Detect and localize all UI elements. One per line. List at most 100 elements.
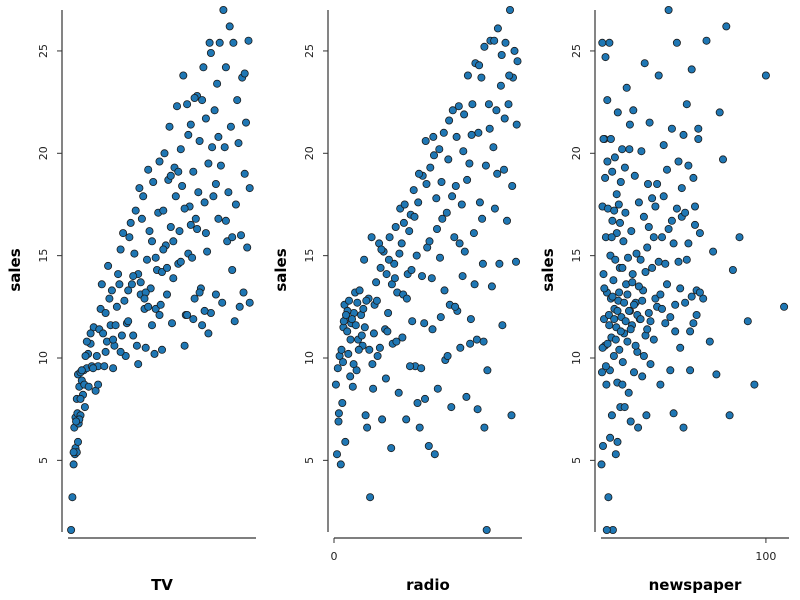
scatter-point <box>639 351 648 360</box>
scatter-point <box>689 173 698 182</box>
scatter-point <box>189 167 198 176</box>
scatter-point <box>69 448 78 457</box>
scatter-point <box>435 145 444 154</box>
scatter-point <box>384 255 393 264</box>
y-tick-label: 25 <box>570 44 583 58</box>
scatter-point <box>366 493 375 502</box>
scatter-point <box>425 237 434 246</box>
scatter-point <box>659 141 668 150</box>
scatter-point <box>347 315 356 324</box>
scatter-point <box>132 341 141 350</box>
scatter-point <box>99 329 108 338</box>
scatter-point <box>387 444 396 453</box>
scatter-point <box>167 319 176 328</box>
scatter-point <box>422 179 431 188</box>
scatter-point <box>160 149 169 158</box>
scatter-point <box>473 405 482 414</box>
newspaper-scatter-panel: 5 10 15 20 25 100 sales newspaper <box>539 6 789 594</box>
scatter-point <box>512 120 521 129</box>
scatter-point <box>344 296 353 305</box>
scatter-point <box>505 71 514 80</box>
scatter-point <box>357 331 366 340</box>
scatter-point <box>107 286 116 295</box>
y-tick-label: 25 <box>37 44 50 58</box>
scatter-point <box>626 325 635 334</box>
scatter-point <box>466 339 475 348</box>
scatter-point <box>457 200 466 209</box>
scatter-point <box>466 315 475 324</box>
scatter-point <box>632 249 641 258</box>
scatter-point <box>408 317 417 326</box>
scatter-point <box>211 179 220 188</box>
y-axis-title: sales <box>539 248 557 291</box>
scatter-point <box>500 114 509 123</box>
scatter-point <box>407 265 416 274</box>
scatter-point <box>475 61 484 70</box>
scatter-point <box>620 163 629 172</box>
scatter-point <box>351 321 360 330</box>
scatter-point <box>608 292 617 301</box>
scatter-point <box>610 206 619 215</box>
scatter-point <box>155 157 164 166</box>
scatter-point <box>641 267 650 276</box>
scatter-point <box>458 272 467 281</box>
scatter-point <box>674 157 683 166</box>
scatter-point <box>424 441 433 450</box>
scatter-point <box>644 179 653 188</box>
y-tick-label: 5 <box>570 457 583 464</box>
scatter-point <box>230 317 239 326</box>
scatter-point <box>348 382 357 391</box>
scatter-point <box>402 415 411 424</box>
scatter-point <box>142 255 151 264</box>
scatter-point <box>235 302 244 311</box>
scatter-point <box>426 163 435 172</box>
scatter-point <box>218 298 227 307</box>
scatter-point <box>604 493 613 502</box>
scatter-point <box>451 302 460 311</box>
scatter-point <box>144 302 153 311</box>
scatter-point <box>215 38 224 47</box>
scatter-point <box>681 208 690 217</box>
scatter-point <box>504 100 513 109</box>
scatter-point <box>125 233 134 242</box>
scatter-point <box>452 132 461 141</box>
scatter-point <box>669 239 678 248</box>
scatter-point <box>92 351 101 360</box>
scatter-point <box>623 337 632 346</box>
scatter-point <box>436 313 445 322</box>
scatter-point <box>699 294 708 303</box>
scatter-point <box>649 335 658 344</box>
scatter-point <box>478 259 487 268</box>
scatter-point <box>245 184 254 193</box>
scatter-point <box>498 321 507 330</box>
scatter-point <box>410 212 419 221</box>
scatter-point <box>667 124 676 133</box>
scatter-point <box>109 364 118 373</box>
scatter-point <box>332 450 341 459</box>
scatter-point <box>394 388 403 397</box>
scatter-point <box>624 388 633 397</box>
scatter-point <box>621 208 630 217</box>
scatter-point <box>199 63 208 72</box>
scatter-point <box>68 493 77 502</box>
scatter-point <box>201 229 210 238</box>
scatter-point <box>67 526 76 535</box>
y-axis-title: sales <box>272 248 290 291</box>
y-tick-label: 15 <box>303 249 316 263</box>
scatter-point <box>694 134 703 143</box>
scatter-point <box>220 143 229 152</box>
scatter-point <box>359 304 368 313</box>
scatter-point <box>101 347 110 356</box>
scatter-point <box>361 411 370 420</box>
scatter-point <box>611 450 620 459</box>
scatter-point <box>433 384 442 393</box>
scatter-point <box>499 165 508 174</box>
scatter-point <box>179 71 188 80</box>
scatter-point <box>437 177 446 186</box>
scatter-point <box>155 310 164 319</box>
scatter-point <box>725 411 734 420</box>
y-tick-label: 10 <box>570 351 583 365</box>
scatter-point <box>646 360 655 369</box>
scatter-point <box>166 171 175 180</box>
